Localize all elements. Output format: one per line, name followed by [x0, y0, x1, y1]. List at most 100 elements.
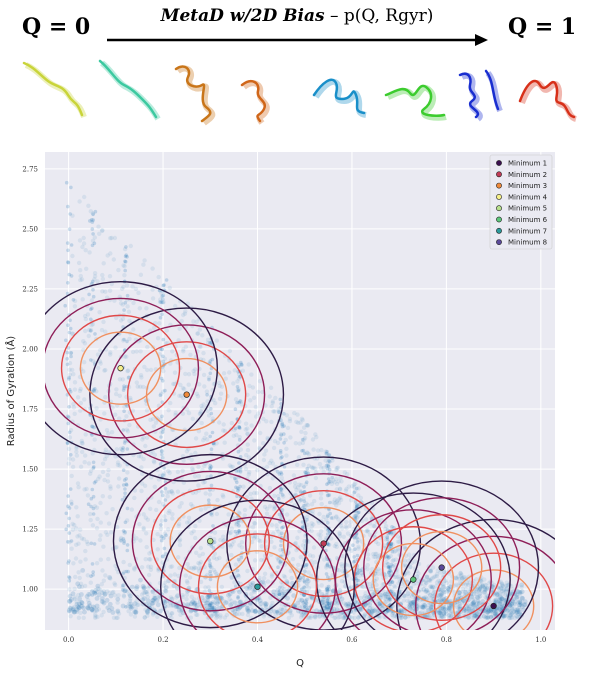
- sample-point: [249, 423, 254, 428]
- sample-point: [198, 409, 204, 414]
- sample-point: [314, 435, 319, 440]
- sample-point: [209, 465, 214, 469]
- sample-point: [397, 539, 402, 544]
- sample-point: [211, 524, 215, 528]
- sample-point: [441, 569, 447, 574]
- sample-point: [88, 209, 94, 214]
- sample-point: [297, 499, 302, 504]
- sample-point: [513, 608, 518, 613]
- sample-point: [382, 543, 387, 548]
- sample-point: [295, 485, 301, 490]
- sample-point: [323, 605, 328, 611]
- x-tick-label: 0.8: [441, 636, 452, 644]
- sample-point: [154, 507, 159, 513]
- sample-point: [511, 596, 517, 602]
- sample-point: [94, 589, 100, 594]
- sample-point: [161, 583, 166, 588]
- sample-point: [304, 589, 310, 594]
- sample-point: [502, 598, 508, 603]
- structure-3: [174, 65, 216, 126]
- sample-point: [509, 611, 515, 616]
- sample-point: [124, 482, 129, 487]
- sample-point: [207, 588, 212, 593]
- sample-point: [141, 590, 146, 596]
- title-probability: p(Q, Rgyr): [343, 6, 434, 26]
- sample-point: [278, 449, 283, 453]
- sample-point: [299, 490, 303, 494]
- sample-point: [117, 416, 122, 421]
- sample-point: [167, 508, 172, 514]
- sample-point: [67, 360, 73, 366]
- sample-point: [204, 431, 209, 436]
- sample-point: [477, 594, 482, 599]
- sample-point: [110, 507, 115, 512]
- sample-point: [514, 596, 520, 601]
- sample-point: [240, 611, 245, 617]
- sample-point: [135, 384, 140, 389]
- sample-point: [380, 582, 385, 587]
- sample-point: [268, 385, 274, 390]
- sample-point: [212, 551, 217, 556]
- sample-point: [501, 613, 506, 619]
- sample-point: [514, 610, 519, 615]
- sample-point: [269, 574, 275, 579]
- sample-point: [460, 586, 465, 592]
- sample-point: [389, 541, 394, 546]
- sample-point: [190, 416, 195, 421]
- sample-point: [195, 331, 201, 336]
- sample-point: [85, 573, 91, 578]
- sample-point: [233, 426, 238, 431]
- sample-point: [210, 605, 215, 611]
- sample-point: [351, 543, 355, 547]
- sample-point: [293, 540, 298, 546]
- sample-point: [245, 442, 250, 447]
- sample-point: [490, 613, 495, 618]
- sample-point: [66, 204, 70, 209]
- sample-point: [256, 389, 261, 395]
- sample-point: [371, 523, 376, 528]
- sample-point: [484, 607, 489, 613]
- sample-point: [277, 410, 281, 415]
- x-tick-label: 0.0: [63, 636, 74, 644]
- sample-point: [431, 585, 436, 590]
- sample-point: [77, 238, 83, 243]
- sample-point: [395, 534, 400, 539]
- sample-point: [128, 612, 134, 617]
- sample-point: [67, 587, 72, 592]
- sample-point: [270, 600, 275, 606]
- sample-point: [277, 592, 282, 596]
- contour-ellipse: [79, 331, 162, 405]
- sample-point: [294, 548, 299, 553]
- sample-point: [183, 309, 188, 314]
- sample-point: [436, 610, 442, 616]
- sample-point: [517, 602, 522, 608]
- sample-point: [434, 573, 440, 579]
- sample-point: [194, 612, 199, 617]
- sample-point: [245, 568, 250, 574]
- sample-point: [189, 594, 194, 599]
- sample-point: [301, 612, 306, 617]
- sample-point: [345, 531, 351, 536]
- sample-point: [399, 615, 404, 620]
- sample-point: [329, 481, 335, 487]
- sample-point: [356, 486, 361, 491]
- contour-ellipse: [178, 516, 337, 630]
- sample-point: [501, 597, 506, 603]
- sample-point: [306, 452, 312, 457]
- sample-point: [69, 502, 74, 506]
- sample-point: [193, 367, 198, 372]
- sample-point: [125, 304, 130, 309]
- sample-point: [470, 605, 476, 610]
- sample-point: [90, 424, 95, 429]
- sample-point: [262, 580, 267, 585]
- sample-point: [320, 600, 325, 605]
- sample-point: [278, 561, 283, 566]
- sample-point: [92, 235, 98, 240]
- sample-point: [310, 596, 315, 601]
- sample-point: [180, 468, 185, 473]
- sample-point: [211, 567, 217, 573]
- sample-point: [407, 604, 413, 610]
- sample-point: [297, 577, 302, 583]
- sample-point: [267, 504, 273, 509]
- sample-point: [330, 515, 336, 521]
